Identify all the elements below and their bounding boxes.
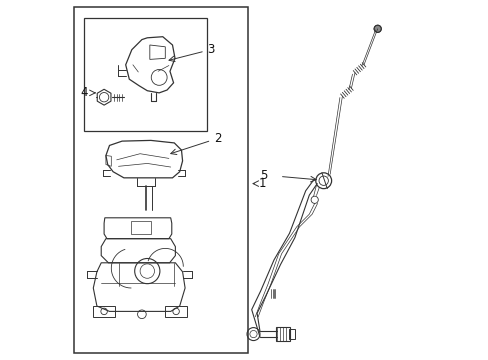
Bar	[131, 221, 151, 234]
Bar	[84, 18, 206, 131]
Text: 1: 1	[258, 177, 266, 190]
Text: 2: 2	[213, 132, 221, 145]
Text: 5: 5	[260, 169, 267, 182]
Bar	[288, 329, 295, 339]
Bar	[275, 327, 289, 341]
Bar	[73, 7, 247, 353]
Text: 4: 4	[80, 86, 87, 99]
Bar	[93, 306, 115, 317]
Bar	[165, 306, 186, 317]
Circle shape	[373, 25, 381, 32]
Text: 3: 3	[206, 43, 214, 56]
